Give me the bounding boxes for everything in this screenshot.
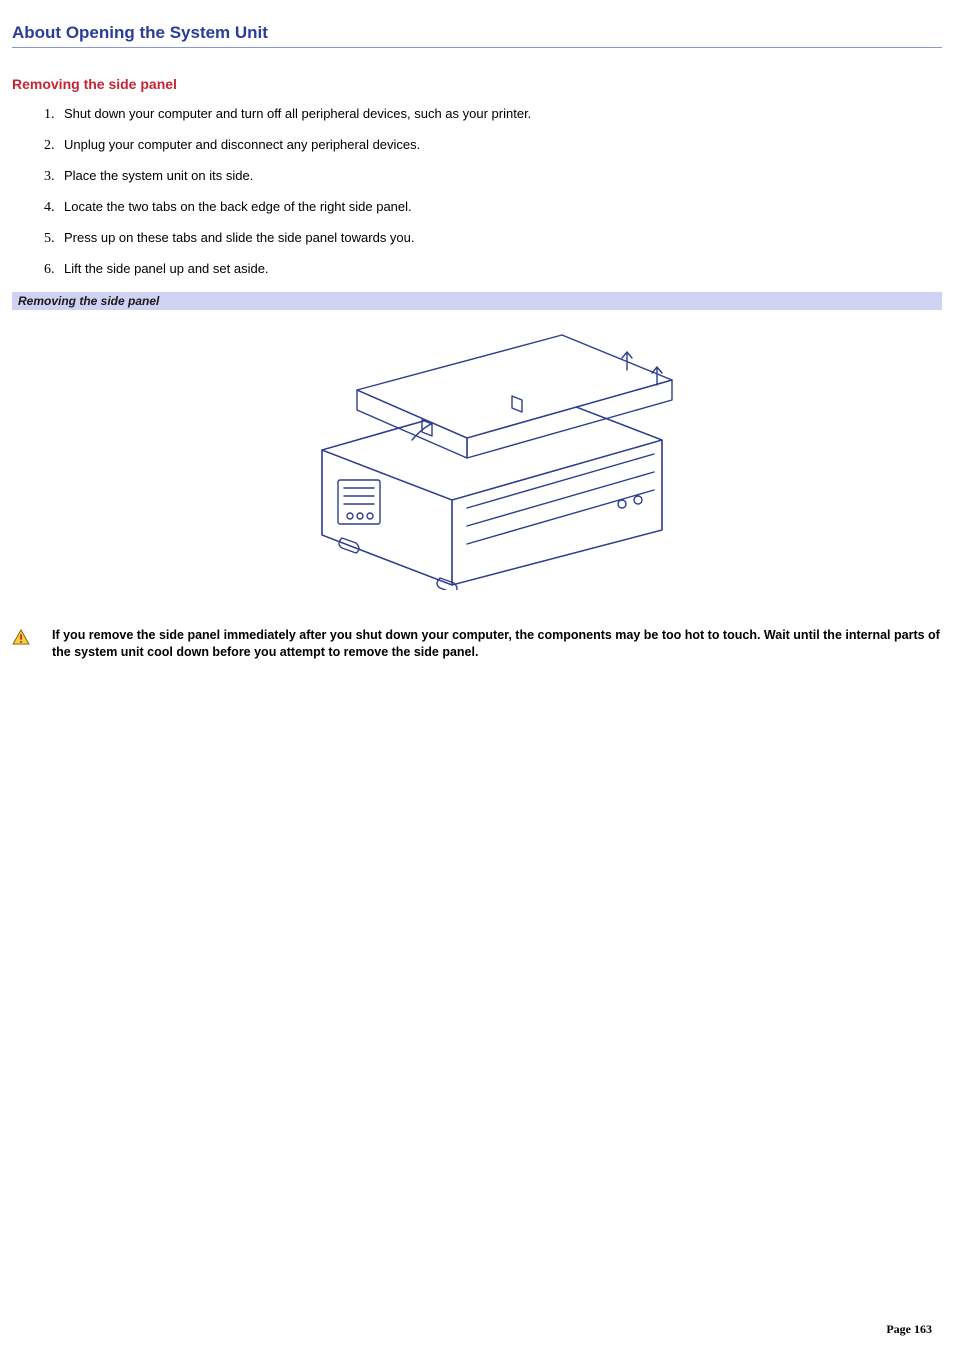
title-rule <box>12 47 942 48</box>
section-heading: Removing the side panel <box>12 76 942 92</box>
warning-icon <box>12 629 30 645</box>
step-text: Lift the side panel up and set aside. <box>64 261 269 276</box>
system-unit-diagram <box>262 330 692 590</box>
step-text: Locate the two tabs on the back edge of … <box>64 199 412 214</box>
step-item: Shut down your computer and turn off all… <box>58 106 942 123</box>
step-item: Unplug your computer and disconnect any … <box>58 137 942 154</box>
step-text: Place the system unit on its side. <box>64 168 253 183</box>
page-number: Page 163 <box>886 1322 932 1337</box>
step-item: Locate the two tabs on the back edge of … <box>58 199 942 216</box>
warning-text: If you remove the side panel immediately… <box>52 627 942 661</box>
step-item: Place the system unit on its side. <box>58 168 942 185</box>
step-text: Shut down your computer and turn off all… <box>64 106 531 121</box>
step-item: Press up on these tabs and slide the sid… <box>58 230 942 247</box>
step-text: Unplug your computer and disconnect any … <box>64 137 420 152</box>
step-text: Press up on these tabs and slide the sid… <box>64 230 415 245</box>
steps-list: Shut down your computer and turn off all… <box>12 106 942 278</box>
page-title: About Opening the System Unit <box>12 23 942 43</box>
step-item: Lift the side panel up and set aside. <box>58 261 942 278</box>
figure-container <box>12 310 942 619</box>
figure-caption: Removing the side panel <box>12 292 942 310</box>
warning-block: If you remove the side panel immediately… <box>12 627 942 661</box>
